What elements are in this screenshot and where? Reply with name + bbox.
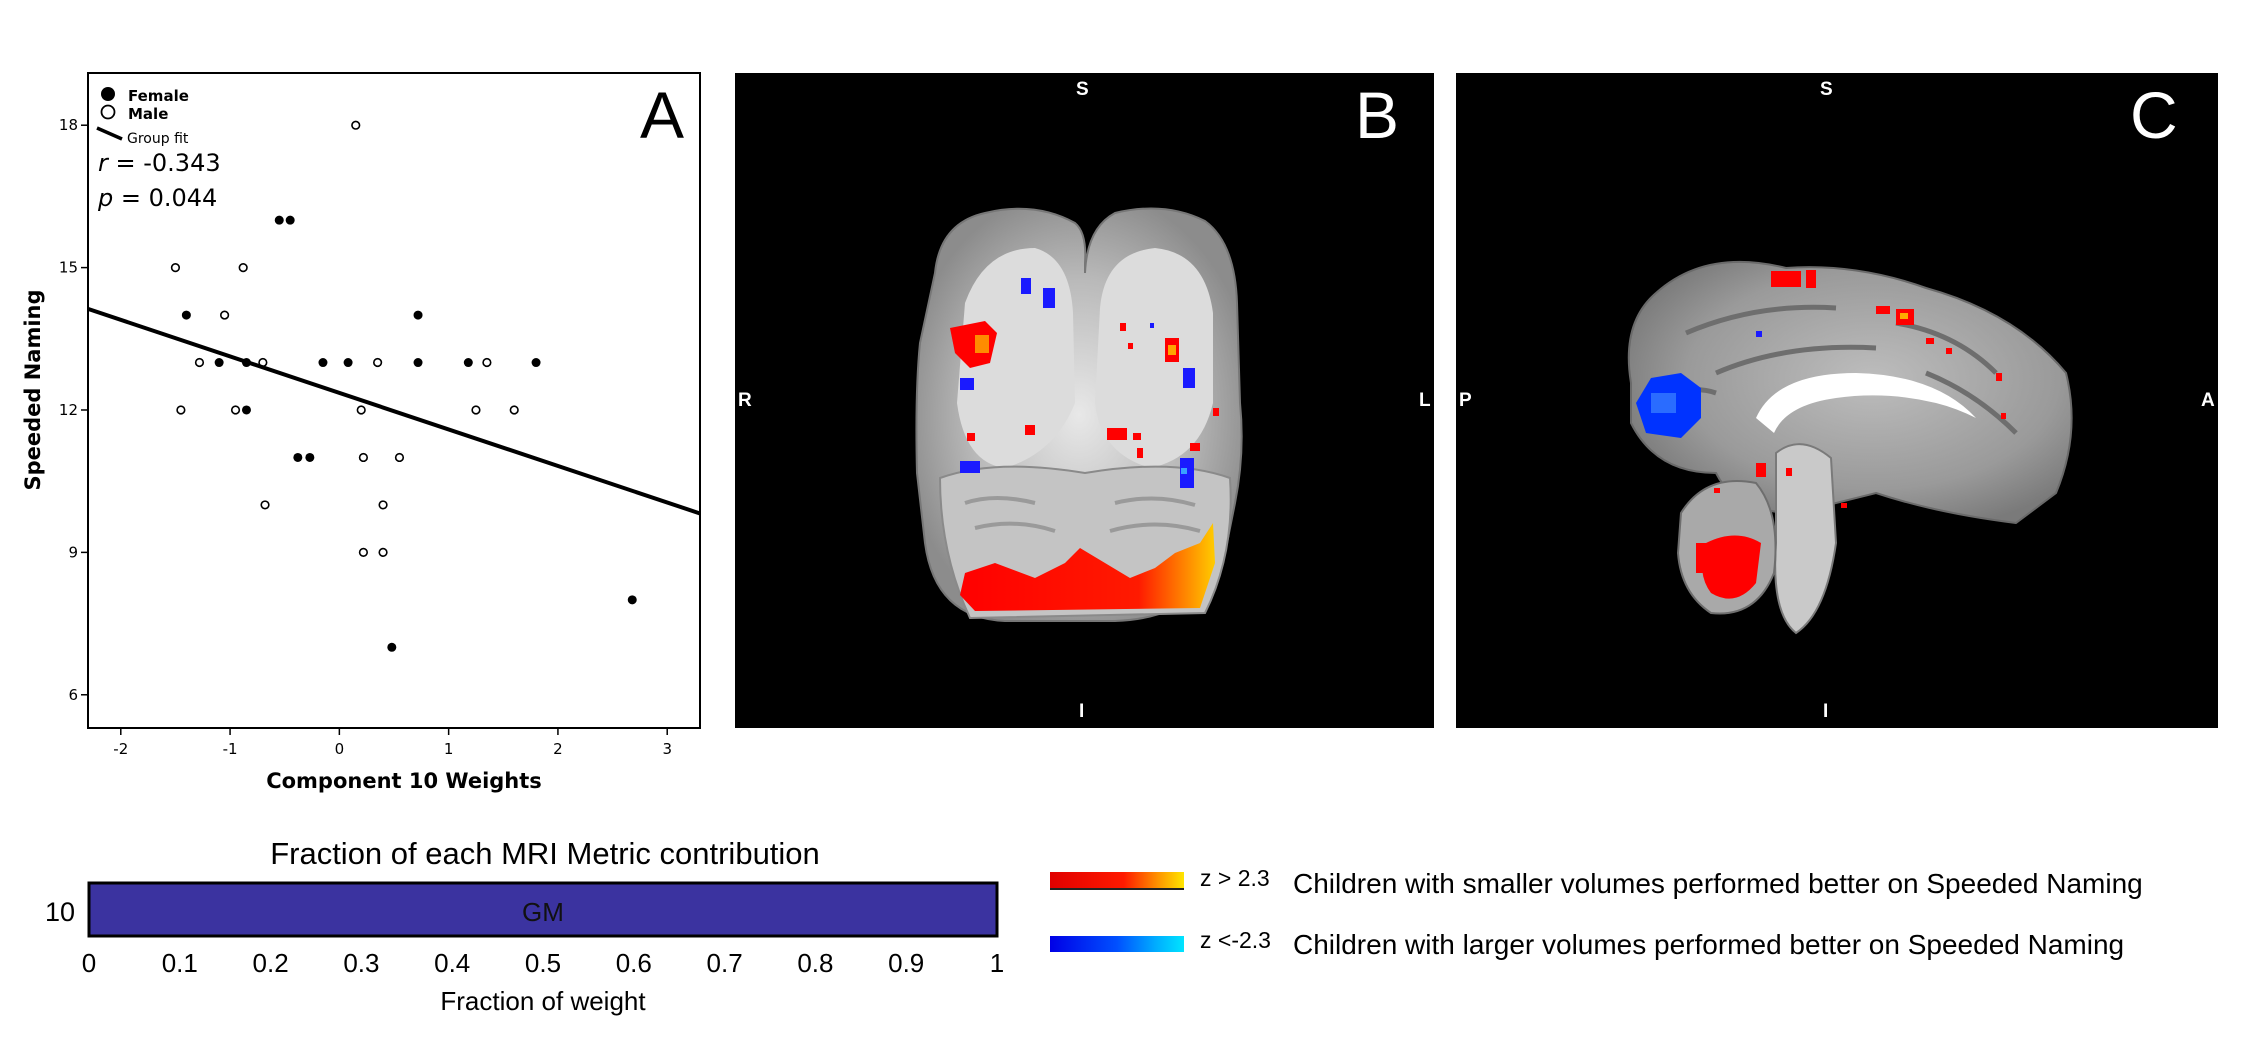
correlation-p: p = 0.044 [97, 184, 217, 212]
scatter-x-axis-label: Component 10 Weights [266, 769, 542, 793]
scatter-plot-frame [87, 72, 701, 729]
x-tick-label: -1 [223, 740, 238, 758]
x-tick-label: -2 [113, 740, 128, 758]
orientation-label-right: R [738, 390, 752, 411]
coronal-brain-panel: S I R L [735, 73, 1434, 728]
sagittal-brain-image [1627, 260, 2073, 635]
male-data-point [194, 357, 205, 368]
male-data-point [358, 452, 369, 463]
orientation-label-left: L [1419, 390, 1431, 411]
female-data-point [413, 310, 423, 320]
panel-letter-c: C [2130, 78, 2178, 152]
y-tick-label: 12 [59, 401, 78, 419]
female-data-point [531, 358, 541, 368]
male-data-point [378, 547, 388, 557]
x-tick-label: 1 [444, 740, 454, 758]
male-data-point [260, 500, 270, 510]
bar-x-tick-label: 0.1 [162, 948, 198, 978]
female-data-point [318, 358, 328, 368]
male-data-point [373, 357, 383, 368]
bar-x-tick-label: 0 [82, 948, 96, 978]
legend-male-label: Male [128, 105, 168, 123]
female-data-point [181, 310, 191, 320]
positive-threshold-label: z > 2.3 [1200, 865, 1270, 891]
orientation-label-superior: S [1820, 79, 1833, 100]
male-data-point [482, 357, 492, 368]
y-tick-label: 6 [68, 686, 78, 704]
negative-threshold-label: z <-2.3 [1200, 927, 1271, 953]
male-data-point [356, 405, 366, 415]
female-data-point [293, 452, 303, 462]
fraction-bar-chart: Fraction of each MRI Metric contribution… [45, 836, 1004, 1016]
coronal-brain-image [915, 207, 1243, 622]
bar-x-tick-label: 0.3 [343, 948, 379, 978]
male-data-point [394, 452, 405, 463]
orientation-label-superior: S [1076, 79, 1089, 100]
male-data-point [238, 263, 248, 273]
group-fit-line [87, 306, 701, 516]
female-data-point [305, 452, 315, 462]
bar-x-tick-label: 0.6 [616, 948, 652, 978]
female-data-point [285, 215, 295, 225]
orientation-label-posterior: P [1459, 390, 1472, 411]
scatter-y-axis-label: Speeded Naming [21, 289, 45, 490]
female-data-point [241, 405, 251, 415]
panel-letter-b: B [1355, 78, 1400, 152]
female-data-point [387, 642, 397, 652]
gm-fraction-bar [89, 883, 997, 936]
bar-x-tick-label: 0.9 [888, 948, 924, 978]
gm-bar-label: GM [522, 897, 564, 927]
female-data-point [343, 358, 353, 368]
x-tick-label: 2 [553, 740, 563, 758]
male-data-point [220, 310, 230, 320]
x-tick-label: 0 [335, 740, 345, 758]
negative-description: Children with larger volumes performed b… [1293, 929, 2125, 960]
male-data-point [378, 500, 388, 510]
legend-fit-marker [96, 126, 123, 141]
legend-fit-label: Group fit [127, 131, 189, 147]
positive-colorbar [1050, 872, 1184, 890]
male-data-point [358, 547, 369, 557]
bar-x-tick-label: 0.5 [525, 948, 561, 978]
positive-description: Children with smaller volumes performed … [1293, 868, 2143, 899]
bar-category-label: 10 [45, 897, 75, 927]
male-data-point [230, 405, 241, 415]
bar-x-tick-label: 0.8 [797, 948, 833, 978]
orientation-label-inferior: I [1079, 701, 1085, 722]
bar-chart-title: Fraction of each MRI Metric contribution [270, 836, 820, 871]
male-data-point [170, 263, 181, 273]
negative-colorbar [1050, 936, 1184, 952]
legend-male-marker [100, 104, 116, 120]
orientation-label-anterior: A [2201, 390, 2215, 411]
female-data-point [214, 358, 224, 368]
bar-chart-frame [87, 881, 999, 938]
panel-letter-a: A [640, 78, 685, 152]
female-data-point [274, 215, 284, 225]
x-tick-label: 3 [662, 740, 672, 758]
male-data-point [471, 405, 481, 415]
bar-x-tick-label: 0.2 [253, 948, 289, 978]
sagittal-brain-panel: S I P A [1456, 73, 2218, 728]
female-data-point [413, 358, 423, 368]
male-data-point [176, 405, 186, 415]
female-data-point [627, 595, 637, 605]
bar-x-axis-label: Fraction of weight [440, 986, 646, 1016]
legend-female-label: Female [128, 87, 189, 105]
bar-x-tick-label: 1 [990, 948, 1004, 978]
correlation-r: r = -0.343 [98, 149, 221, 177]
male-data-point [509, 405, 519, 415]
bar-x-tick-label: 0.4 [434, 948, 470, 978]
female-data-point [463, 358, 473, 368]
legend-female-marker [101, 87, 115, 101]
y-tick-label: 9 [68, 543, 78, 561]
bar-x-tick-label: 0.7 [707, 948, 743, 978]
male-data-point [351, 120, 361, 130]
orientation-label-inferior: I [1823, 701, 1829, 722]
y-tick-label: 15 [59, 259, 78, 277]
y-tick-label: 18 [59, 116, 78, 134]
